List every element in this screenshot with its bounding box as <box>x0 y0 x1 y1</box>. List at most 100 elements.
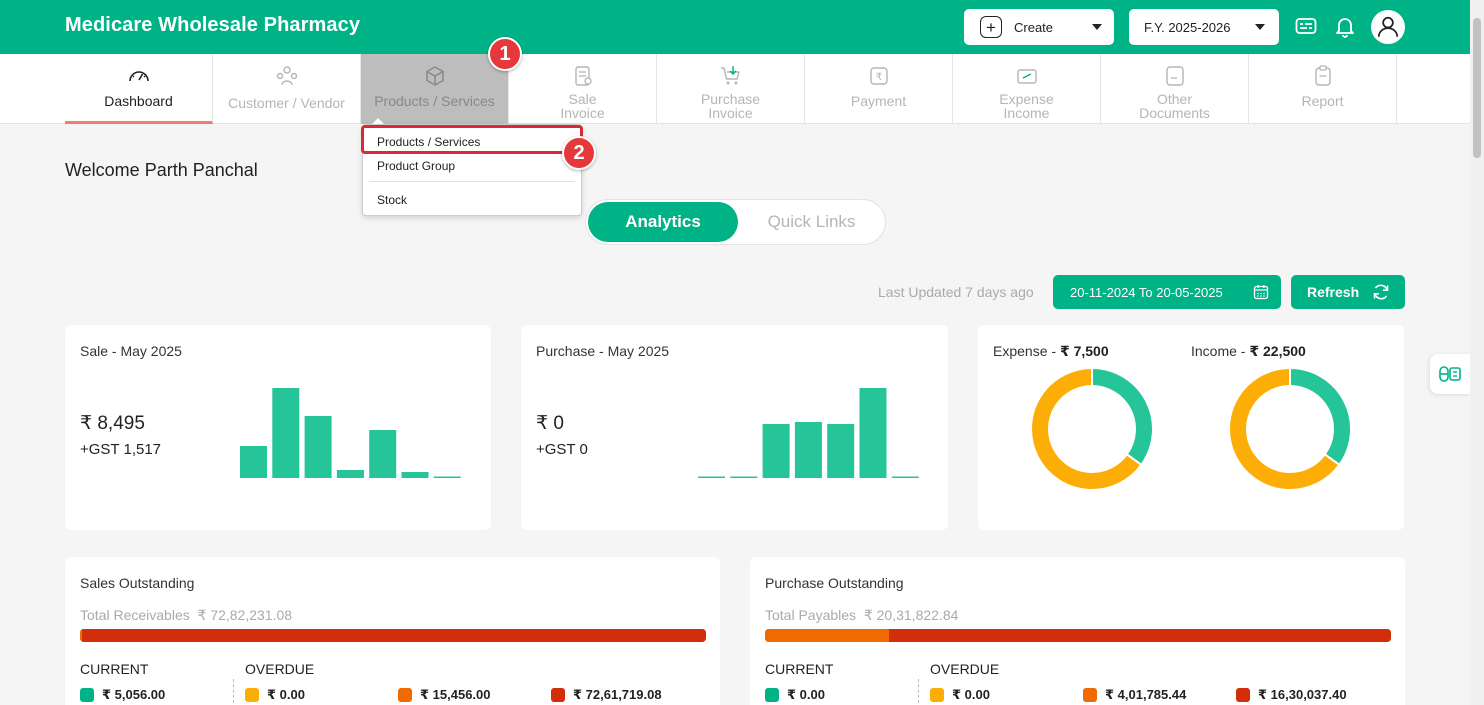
dropdown-pointer <box>372 118 384 124</box>
sales-outstanding-card: Sales Outstanding Total Receivables ₹ 72… <box>65 557 720 705</box>
total-payables: Total Payables ₹ 20,31,822.84 <box>765 607 958 624</box>
nav-report[interactable]: Report <box>1249 54 1397 124</box>
legend-overdue-2: ₹ 15,456.00 <box>398 687 491 703</box>
sales-overdue-label: OVERDUE <box>245 661 315 677</box>
refresh-button[interactable]: Refresh <box>1291 275 1405 309</box>
nav-products-services-label: Products / Services <box>374 93 495 109</box>
legend-swatch <box>1083 688 1097 702</box>
purchase-card: Purchase - May 2025 ₹ 0 +GST 0 <box>521 325 948 530</box>
legend-swatch <box>765 688 779 702</box>
nav-purchase-invoice[interactable]: Purchase Invoice <box>657 54 805 124</box>
sale-mini-bar-0 <box>240 446 267 478</box>
expense-income-card: Expense - ₹ 7,500 Income - ₹ 22,500 <box>978 325 1404 530</box>
legend-swatch <box>930 688 944 702</box>
expense-donut-slice-1 <box>1030 367 1143 491</box>
tab-analytics[interactable]: Analytics <box>588 202 738 242</box>
nav-purchase-label-1: Purchase <box>700 91 761 107</box>
legend-value: ₹ 0.00 <box>267 687 305 702</box>
purchase-gst: +GST 0 <box>536 441 588 458</box>
financial-year-label: F.Y. 2025-2026 <box>1144 19 1231 35</box>
nav-products-services[interactable]: Products / Services <box>361 54 509 124</box>
expense-label: Expense - ₹ 7,500 <box>993 343 1109 360</box>
expense-label-text: Expense - <box>993 343 1060 359</box>
document-icon <box>1165 66 1184 86</box>
users-icon <box>276 66 297 86</box>
legend-overdue-3: ₹ 72,61,719.08 <box>551 687 662 703</box>
calendar-icon <box>1253 285 1269 300</box>
nav-other-documents[interactable]: Other Documents <box>1101 54 1249 124</box>
nav-customer-vendor-label: Customer / Vendor <box>228 95 345 111</box>
legend-swatch <box>80 688 94 702</box>
purchase-bar-chart <box>698 388 919 478</box>
nav-sale-label-1: Sale <box>568 91 597 107</box>
sale-gst: +GST 1,517 <box>80 441 162 458</box>
nav-expense-income[interactable]: Expense Income <box>953 54 1101 124</box>
legend-overdue-1: ₹ 0.00 <box>245 687 305 703</box>
purchase-outstanding-bar-segment-2 <box>765 629 889 642</box>
user-icon <box>1377 16 1399 37</box>
date-range-picker[interactable]: 20-11-2024 To 20-05-2025 <box>1053 275 1281 309</box>
nav-payment[interactable]: ₹ Payment <box>805 54 953 124</box>
nav-customer-vendor[interactable]: Customer / Vendor <box>213 54 361 124</box>
purchase-mini-bar-0 <box>698 476 725 478</box>
nav-sale-invoice[interactable]: Sale Invoice <box>509 54 657 124</box>
date-range-label: 20-11-2024 To 20-05-2025 <box>1070 284 1223 300</box>
create-button[interactable]: + Create <box>964 9 1114 45</box>
menu-item-product-group[interactable]: Product Group <box>377 159 456 173</box>
nav-other-label-1: Other <box>1156 91 1192 107</box>
sales-outstanding-bar-segment-2 <box>80 629 82 642</box>
financial-year-select[interactable]: F.Y. 2025-2026 <box>1129 9 1279 45</box>
purchase-outstanding-card: Purchase Outstanding Total Payables ₹ 20… <box>750 557 1405 705</box>
legend-current: ₹ 5,056.00 <box>80 687 165 703</box>
income-value: ₹ 22,500 <box>1249 343 1306 359</box>
bell-icon[interactable] <box>1333 14 1357 38</box>
legend-value: ₹ 0.00 <box>787 687 825 702</box>
sale-mini-bar-1 <box>272 388 300 478</box>
nav-expense-label-2: Income <box>1003 105 1050 121</box>
divider <box>918 679 919 705</box>
sale-bar-chart <box>240 388 461 478</box>
plus-icon: + <box>980 16 1002 38</box>
purchase-mini-bar-5 <box>859 388 887 478</box>
sale-amount: ₹ 8,495 <box>80 413 145 434</box>
side-panel-tab[interactable] <box>1430 354 1470 394</box>
expense-value: ₹ 7,500 <box>1059 343 1109 359</box>
legend-value: ₹ 4,01,785.44 <box>1105 687 1187 702</box>
cart-icon <box>720 66 740 85</box>
scrollbar-thumb[interactable] <box>1473 18 1481 158</box>
legend-value: ₹ 16,30,037.40 <box>1258 687 1347 702</box>
income-donut-chart <box>1228 367 1352 491</box>
menu-item-products-services[interactable]: Products / Services <box>377 135 481 149</box>
wallet-icon <box>1016 69 1037 84</box>
sales-outstanding-bar-segment-3 <box>81 629 706 642</box>
nav-dashboard[interactable]: Dashboard <box>65 54 213 124</box>
purchase-outstanding-title: Purchase Outstanding <box>765 575 904 591</box>
menu-item-stock[interactable]: Stock <box>377 193 408 207</box>
svg-text:₹: ₹ <box>875 72 881 83</box>
legend-overdue-2: ₹ 4,01,785.44 <box>1083 687 1186 703</box>
tab-quick-links[interactable]: Quick Links <box>767 212 856 231</box>
keyboard-shortcut-icon[interactable] <box>1294 14 1318 38</box>
create-label: Create <box>1014 19 1054 35</box>
purchase-outstanding-bar <box>765 629 1391 642</box>
rupee-card-icon: ₹ <box>869 67 888 85</box>
income-label-text: Income - <box>1191 343 1250 359</box>
legend-value: ₹ 5,056.00 <box>102 687 166 702</box>
total-receivables-value: ₹ 72,82,231.08 <box>197 607 293 623</box>
legend-current: ₹ 0.00 <box>765 687 825 703</box>
welcome-text: Welcome Parth Panchal <box>65 160 258 180</box>
sale-mini-bar-5 <box>401 472 429 478</box>
sale-mini-bar-3 <box>336 470 364 478</box>
nav-purchase-label-2: Invoice <box>708 105 753 121</box>
gauge-icon <box>128 71 149 82</box>
expense-donut-slice-0 <box>1091 367 1154 467</box>
income-donut-slice-1 <box>1228 367 1341 491</box>
page-scrollbar[interactable] <box>1470 0 1484 705</box>
sale-card-title: Sale - May 2025 <box>80 343 182 359</box>
nav-sale-label-2: Invoice <box>560 105 605 121</box>
sale-card: Sale - May 2025 ₹ 8,495 +GST 1,517 <box>65 325 491 530</box>
purchase-current-label: CURRENT <box>765 661 834 677</box>
nav-other-label-2: Documents <box>1139 105 1210 121</box>
avatar[interactable] <box>1371 10 1405 44</box>
sales-current-label: CURRENT <box>80 661 149 677</box>
